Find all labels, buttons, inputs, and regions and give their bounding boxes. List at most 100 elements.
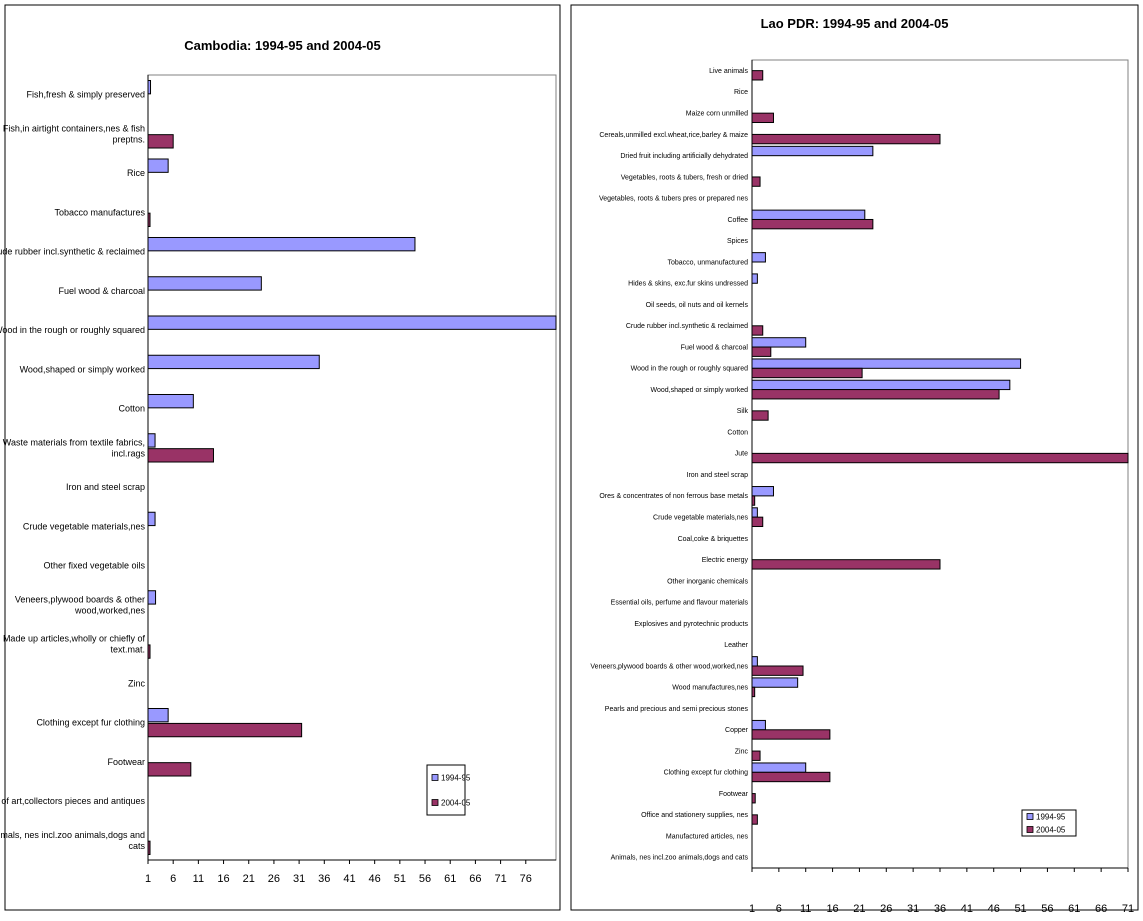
bar-2004-05-28 xyxy=(751,665,804,676)
category-label: Wood,shaped or simply worked xyxy=(650,387,748,394)
bar-1994-95-9 xyxy=(147,433,156,448)
bar-2004-05-16 xyxy=(751,410,769,421)
tick-label: 1 xyxy=(749,903,755,915)
bar-2004-05-1 xyxy=(147,134,174,149)
legend-swatch xyxy=(431,799,439,806)
category-label: wood,worked,nes xyxy=(74,605,146,615)
tick-label: 46 xyxy=(369,873,381,885)
category-label: Wood,shaped or simply worked xyxy=(20,364,145,374)
tick-label: 36 xyxy=(934,903,946,915)
category-label: Works of art,collectors pieces and antiq… xyxy=(0,796,145,806)
tick-label: 31 xyxy=(907,903,919,915)
tick-label: 41 xyxy=(343,873,355,885)
bar-1994-95-15 xyxy=(751,379,1011,391)
bar-1994-95-31 xyxy=(751,719,766,731)
cambodia-chart: Cambodia: 1994-95 and 2004-05 Fish,fresh … xyxy=(0,4,561,911)
category-label: Other fixed vegetable oils xyxy=(43,561,145,571)
tick-label: 46 xyxy=(988,903,1000,915)
bar-2004-05-5 xyxy=(751,176,761,187)
category-label: Clothing except fur clothing xyxy=(36,718,145,728)
tick-label: 21 xyxy=(853,903,865,915)
tick-label: 6 xyxy=(170,873,176,885)
tick-label: 61 xyxy=(1068,903,1080,915)
legend-label: 1994-95 xyxy=(1036,813,1066,822)
bar-2004-05-23 xyxy=(751,559,941,570)
category-label: Jute xyxy=(735,451,748,458)
category-label: Crude rubber incl.synthetic & reclaimed xyxy=(0,247,145,257)
category-label: Other inorganic chemicals xyxy=(667,578,748,585)
category-label: Zinc xyxy=(128,678,146,688)
bar-1994-95-21 xyxy=(751,507,758,518)
bar-1994-95-14 xyxy=(751,358,1022,369)
category-label: Coffee xyxy=(728,217,749,224)
bar-2004-05-35 xyxy=(751,814,758,825)
category-label: Clothing except fur clothing xyxy=(664,770,749,777)
bar-1994-95-5 xyxy=(147,276,262,291)
category-label: Wood in the rough or roughly squared xyxy=(631,366,748,373)
tick-label: 56 xyxy=(419,873,431,885)
category-label: Footwear xyxy=(719,791,749,798)
category-label: Cotton xyxy=(727,429,748,436)
bar-2004-05-9 xyxy=(147,448,214,463)
category-label: Zinc xyxy=(735,748,749,755)
category-label: Wood in the rough or roughly squared xyxy=(0,325,145,335)
tick-label: 41 xyxy=(961,903,973,915)
category-label: Maize corn unmilled xyxy=(686,110,748,117)
category-label: Ores & concentrates of non ferrous base … xyxy=(599,493,748,500)
tick-label: 11 xyxy=(193,873,204,885)
tick-label: 71 xyxy=(494,873,506,885)
legend: 1994-95 2004-05 xyxy=(1021,809,1077,837)
tick-label: 11 xyxy=(800,903,811,915)
bar-2004-05-15 xyxy=(751,389,1000,400)
category-label: Essential oils, perfume and flavour mate… xyxy=(611,600,749,607)
category-label: incl.rags xyxy=(111,448,145,458)
category-label: Animals, nes incl.zoo animals,dogs and xyxy=(0,830,145,840)
category-label: Iron and steel scrap xyxy=(687,472,749,479)
tick-label: 71 xyxy=(1122,903,1134,915)
tick-label: 26 xyxy=(268,873,280,885)
category-label: Cereals,unmilled excl.wheat,rice,barley … xyxy=(599,132,748,139)
bar-1994-95-10 xyxy=(751,273,758,284)
category-label: preptns. xyxy=(112,134,145,144)
bar-1994-95-4 xyxy=(147,236,416,252)
bar-2004-05-18 xyxy=(751,452,1129,464)
category-label: Pearls and precious and semi precious st… xyxy=(605,706,749,713)
bar-1994-95-33 xyxy=(751,762,807,773)
tick-label: 36 xyxy=(318,873,330,885)
category-label: Fuel wood & charcoal xyxy=(681,344,749,351)
category-label: Crude vegetable materials,nes xyxy=(23,521,146,531)
category-label: Fish,fresh & simply preserved xyxy=(26,90,145,100)
bar-1994-95-16 xyxy=(147,707,169,723)
category-label: Veneers,plywood boards & other xyxy=(15,594,145,604)
category-label: Vegetables, roots & tubers, fresh or dri… xyxy=(621,174,748,181)
bar-1994-95-4 xyxy=(751,145,874,157)
tick-label: 1 xyxy=(145,873,151,885)
category-label: Copper xyxy=(725,727,749,734)
category-label: Cotton xyxy=(118,404,145,414)
tick-label: 56 xyxy=(1041,903,1053,915)
bar-1994-95-9 xyxy=(751,252,766,263)
chart-title: Lao PDR: 1994-95 and 2004-05 xyxy=(761,16,949,31)
bar-2004-05-7 xyxy=(751,218,874,230)
category-label: Veneers,plywood boards & other wood,work… xyxy=(590,663,748,670)
tick-label: 66 xyxy=(1095,903,1107,915)
bar-2004-05-32 xyxy=(751,750,761,761)
bar-2004-05-17 xyxy=(147,762,192,777)
bar-1994-95-13 xyxy=(751,337,807,348)
category-label: Fish,in airtight containers,nes & fish xyxy=(3,123,145,133)
legend-label: 2004-05 xyxy=(441,799,471,808)
category-label: cats xyxy=(128,841,145,851)
bar-2004-05-31 xyxy=(751,729,831,740)
legend-swatch xyxy=(431,774,439,781)
category-label: Oil seeds, oil nuts and oil kernels xyxy=(646,302,749,309)
category-label: Tobacco manufactures xyxy=(54,207,145,217)
category-label: Spices xyxy=(727,238,749,245)
bar-2004-05-3 xyxy=(751,133,941,145)
bar-2004-05-33 xyxy=(751,771,831,783)
category-label: Silk xyxy=(737,408,749,415)
category-label: Animals, nes incl.zoo animals,dogs and c… xyxy=(611,855,749,862)
category-label: Vegetables, roots & tubers pres or prepa… xyxy=(599,196,749,203)
legend: 1994-95 2004-05 xyxy=(426,764,471,816)
category-label: Crude rubber incl.synthetic & reclaimed xyxy=(626,323,748,330)
category-label: Footwear xyxy=(107,757,145,767)
